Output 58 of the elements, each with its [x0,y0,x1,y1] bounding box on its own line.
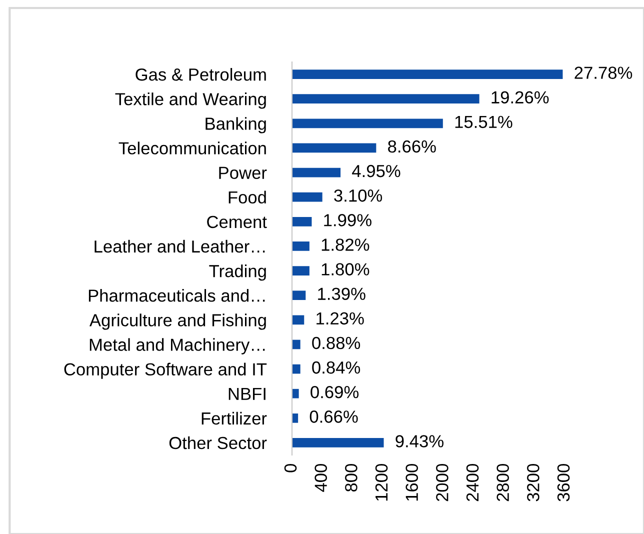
annotation: 15.51% [455,116,512,128]
bar [292,94,480,104]
bar [292,388,299,398]
y-tick-label: NBFI [228,388,266,400]
bar [292,216,312,226]
bar [292,118,443,128]
x-tick-label: 1200 [375,464,388,501]
bar [292,340,300,350]
y-tick-label: Food [228,190,266,204]
y-tick-label: Agriculture and Fishing [89,314,266,330]
bar [292,70,563,79]
x-tick-label: 2000 [436,464,448,502]
y-tick-label: Power [219,166,267,179]
y-tick-label: Other Sector [169,436,267,450]
annotation: 3.10% [334,189,382,202]
bar [292,413,298,423]
y-tick-label: Cement [207,216,267,228]
bar [292,242,310,251]
bar [292,168,341,178]
annotation: 0.69% [310,386,359,398]
annotation: 0.88% [312,336,360,350]
bar [292,315,304,325]
bar [292,192,322,202]
x-tick-label: 0 [284,464,297,472]
annotation: 1.82% [322,238,370,251]
annotation: 1.80% [322,263,370,276]
annotation: 27.78% [574,66,632,79]
x-tick-label: 400 [314,464,327,492]
y-tick-label: Textile and Wearing [115,92,266,109]
annotation: 8.66% [388,140,436,153]
x-tick-label: 1600 [406,464,418,501]
y-tick-label: Gas & Petroleum [136,68,266,81]
x-tick-label: 3200 [527,464,540,502]
y-tick-label: Computer Software and IT [64,362,267,379]
bar [292,364,300,374]
annotation: 19.26% [492,91,549,104]
bar [292,438,384,448]
y-tick-label: Pharmaceuticals and… [88,289,265,302]
y-tick-label: Metal and Machinery… [90,338,265,354]
bar [292,266,310,276]
annotation: 0.84% [312,361,360,374]
annotation: 0.66% [310,410,358,423]
y-tick-label: Telecommunication [118,142,266,154]
annotation: 1.99% [324,214,372,226]
x-tick-label: 2800 [496,464,509,502]
y-tick-label: Trading [209,264,266,281]
annotation: 1.39% [318,288,366,300]
y-tick-label: Fertilizer [202,412,267,425]
x-tick-label: 800 [345,464,358,492]
y-tick-label: Banking [206,117,266,134]
annotation: 4.95% [352,164,400,178]
x-tick-label: 3600 [557,464,570,502]
y-tick-label: Leather and Leather… [94,240,265,253]
x-tick-label: 2400 [466,464,479,502]
bar [292,143,376,153]
annotation: 1.23% [316,312,364,325]
annotation: 9.43% [396,435,444,448]
bar [292,290,306,300]
